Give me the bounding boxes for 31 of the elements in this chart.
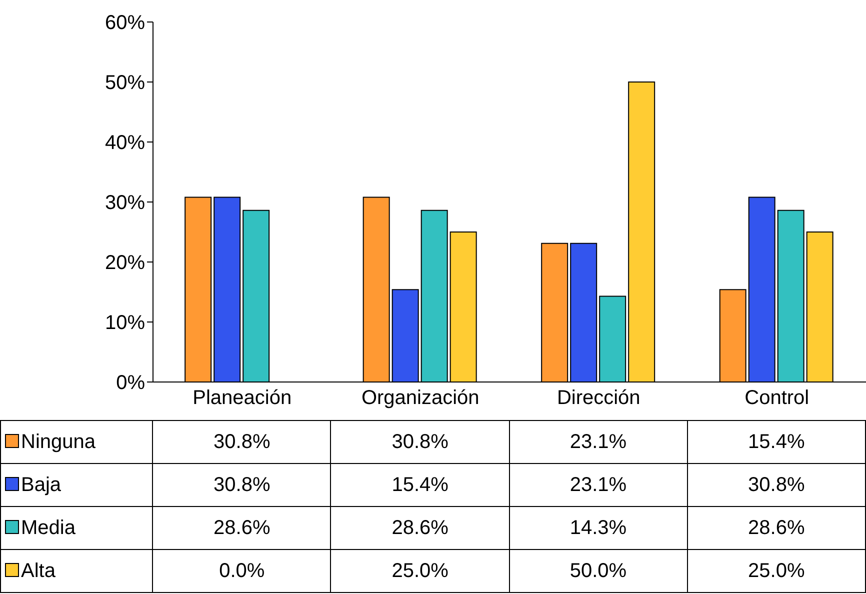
x-tick-label: Planeación <box>192 387 292 410</box>
data-label: 30.8% <box>330 420 510 464</box>
data-label: 50.0% <box>509 550 688 592</box>
y-tick-label: 0% <box>116 372 146 394</box>
legend-label: Alta <box>21 560 56 582</box>
x-tick-label: Control <box>744 387 810 410</box>
data-label: 14.3% <box>509 506 688 550</box>
legend-label: Ninguna <box>21 430 96 452</box>
data-label: 15.4% <box>330 464 510 506</box>
data-label: 28.6% <box>687 506 866 550</box>
y-tick-label: 60% <box>104 12 146 34</box>
y-tick-label: 30% <box>104 192 146 214</box>
data-label: 25.0% <box>330 550 510 592</box>
data-label: 15.4% <box>687 420 866 464</box>
data-label: 25.0% <box>687 550 866 592</box>
legend-label: Media <box>21 516 76 538</box>
y-tick-label: 50% <box>104 72 146 94</box>
y-tick-label: 20% <box>104 252 146 274</box>
legend-label: Baja <box>21 474 62 496</box>
data-label: 23.1% <box>509 420 688 464</box>
data-label: 30.8% <box>152 420 331 464</box>
x-tick-label: Organización <box>361 387 480 410</box>
y-tick-label: 10% <box>104 312 146 334</box>
data-label: 0.0% <box>152 550 331 592</box>
x-tick-label: Dirección <box>556 387 640 410</box>
data-label: 23.1% <box>509 464 688 506</box>
data-label: 30.8% <box>152 464 331 506</box>
data-label: 28.6% <box>152 506 331 550</box>
y-tick-label: 40% <box>104 132 146 154</box>
data-label: 30.8% <box>687 464 866 506</box>
data-label: 28.6% <box>330 506 510 550</box>
